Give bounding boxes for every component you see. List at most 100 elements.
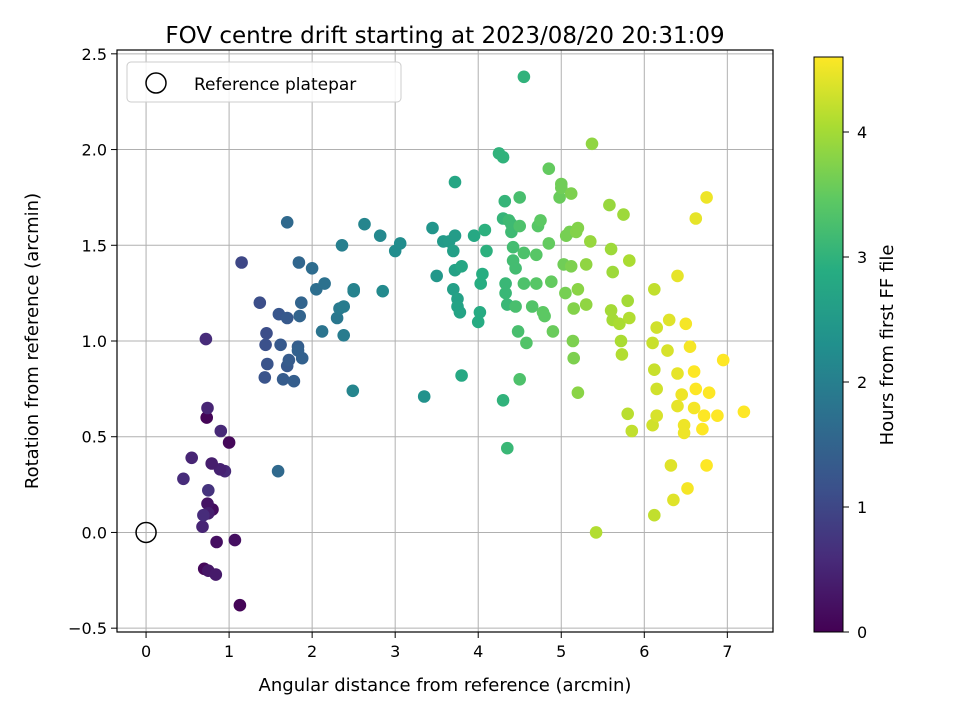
data-point [615, 348, 629, 361]
data-point [687, 401, 701, 415]
data-point [571, 283, 585, 296]
legend-box [126, 61, 402, 103]
data-point [662, 313, 676, 327]
data-point [716, 353, 730, 367]
data-point [202, 484, 215, 497]
data-point [585, 137, 599, 151]
x-axis-label: Angular distance from reference (arcmin) [259, 675, 632, 696]
data-point [737, 405, 751, 419]
data-point [567, 302, 580, 315]
colorbar: 0 1 2 3 4 Hours from first FF file [813, 56, 898, 642]
x-axis-ticks: 0 1 2 3 4 5 6 7 [141, 632, 732, 661]
data-point [621, 294, 634, 308]
data-point [201, 401, 214, 415]
data-point [261, 357, 274, 371]
data-point [222, 436, 236, 449]
data-point [650, 409, 663, 423]
data-point [702, 386, 716, 400]
data-point [650, 321, 663, 334]
data-point [258, 371, 272, 384]
data-point [358, 217, 371, 231]
data-point [337, 300, 351, 313]
data-point [478, 223, 492, 237]
data-point [426, 221, 439, 235]
data-point [520, 336, 533, 350]
data-point [603, 198, 616, 212]
data-point [513, 191, 526, 204]
data-point [496, 150, 510, 164]
data-point [209, 568, 223, 581]
colorbar-tick-label: 1 [857, 498, 867, 517]
data-point [200, 411, 213, 424]
data-point [621, 407, 634, 421]
data-point [199, 332, 213, 346]
data-point [455, 260, 468, 273]
data-point [318, 277, 331, 290]
data-point [555, 181, 568, 195]
data-point [542, 162, 556, 175]
data-point [295, 351, 309, 365]
x-tick-label: 1 [224, 642, 234, 661]
data-point [287, 374, 301, 388]
legend-marker [145, 72, 167, 94]
data-point [681, 482, 694, 495]
data-point [689, 382, 703, 396]
data-point [679, 317, 693, 331]
data-point [233, 598, 247, 612]
data-point [687, 365, 701, 378]
data-point [305, 262, 319, 275]
y-axis-ticks: −0.5 0.0 0.5 1.0 1.5 2.0 2.5 [68, 45, 117, 638]
data-point [700, 459, 713, 472]
data-point [280, 311, 294, 325]
data-point [513, 373, 526, 386]
colorbar-tick-label: 2 [857, 373, 867, 392]
data-point [553, 191, 566, 204]
y-tick-label: 2.0 [82, 141, 107, 160]
data-point [648, 283, 661, 296]
data-point [689, 212, 703, 225]
colorbar-gradient [813, 56, 844, 633]
data-point [448, 229, 462, 242]
data-point [650, 382, 663, 396]
data-point [671, 367, 684, 380]
data-point [517, 70, 531, 84]
data-point [473, 306, 487, 319]
data-point [205, 457, 218, 470]
y-tick-label: 0.5 [82, 428, 107, 447]
colorbar-tick-label: 4 [857, 123, 867, 142]
data-point [671, 269, 684, 283]
data-point [545, 275, 558, 289]
data-points [177, 70, 751, 612]
data-point [517, 277, 531, 290]
data-point [337, 329, 351, 342]
data-point [196, 520, 209, 533]
data-point [498, 194, 512, 208]
x-tick-label: 7 [722, 642, 732, 661]
data-point [330, 311, 344, 325]
data-point [623, 311, 636, 325]
reference-marker [135, 521, 157, 544]
data-point [347, 284, 361, 298]
data-point [700, 191, 713, 204]
y-tick-label: 0.0 [82, 523, 107, 542]
data-point [696, 422, 709, 436]
data-point [579, 298, 593, 311]
data-point [571, 386, 585, 400]
data-point [185, 451, 198, 465]
data-point [430, 269, 444, 283]
data-point [448, 175, 462, 189]
y-tick-label: 2.5 [82, 45, 107, 64]
data-point [259, 338, 272, 352]
data-point [646, 418, 659, 432]
data-point [589, 526, 603, 539]
data-point [335, 239, 349, 252]
data-point [559, 286, 572, 300]
legend: Reference platepar [126, 61, 402, 103]
y-tick-label: −0.5 [68, 619, 107, 638]
data-point [447, 244, 460, 258]
data-point [393, 237, 407, 250]
data-point [315, 325, 329, 338]
data-point [271, 464, 285, 478]
data-point [467, 229, 481, 242]
